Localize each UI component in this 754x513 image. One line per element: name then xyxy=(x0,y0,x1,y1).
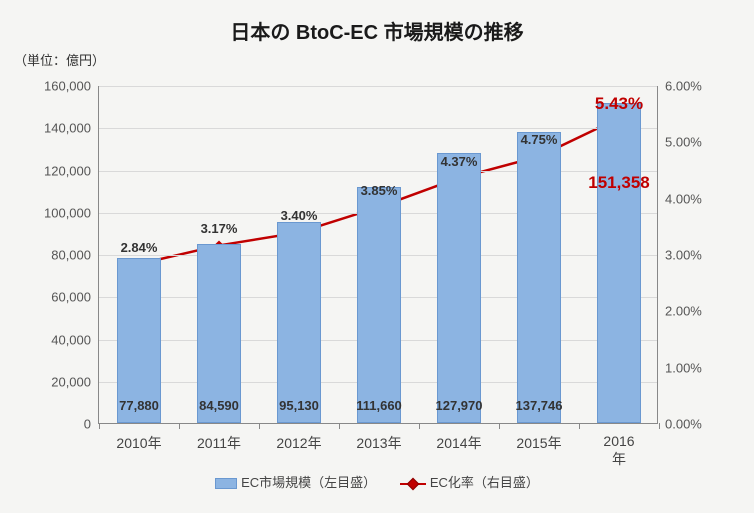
y-left-label: 140,000 xyxy=(44,121,91,136)
y-left-label: 0 xyxy=(84,417,91,432)
x-label: 2015年 xyxy=(516,433,561,453)
x-tick xyxy=(99,423,100,429)
y-left-label: 160,000 xyxy=(44,79,91,94)
x-tick xyxy=(259,423,260,429)
line-value-label: 3.17% xyxy=(201,221,238,236)
bar-swatch-icon xyxy=(215,478,237,489)
legend-bar: EC市場規模（左目盛） xyxy=(215,472,376,491)
x-tick xyxy=(179,423,180,429)
gridline xyxy=(99,86,657,87)
bar-value-label: 111,660 xyxy=(356,398,402,413)
bar-value-label: 127,970 xyxy=(436,398,483,413)
y-left-label: 120,000 xyxy=(44,163,91,178)
line-swatch-icon xyxy=(400,483,426,485)
bar xyxy=(437,153,482,423)
bar-value-label: 151,358 xyxy=(588,173,649,193)
x-label: 2012年 xyxy=(276,433,321,453)
y-left-label: 40,000 xyxy=(51,332,91,347)
x-label: 2016年 xyxy=(600,433,638,469)
y-right-label: 0.00% xyxy=(665,417,702,432)
x-label: 2011年 xyxy=(197,433,241,453)
x-tick xyxy=(419,423,420,429)
y-right-label: 4.00% xyxy=(665,191,702,206)
bar-value-label: 84,590 xyxy=(199,398,239,413)
unit-label: （単位：億円） xyxy=(14,50,105,69)
y-left-label: 20,000 xyxy=(51,374,91,389)
legend-line: EC化率（右目盛） xyxy=(400,472,539,491)
bar-value-label: 137,746 xyxy=(516,398,563,413)
bar xyxy=(357,187,402,423)
line-value-label: 4.37% xyxy=(441,154,478,169)
y-right-label: 3.00% xyxy=(665,248,702,263)
chart-container: 日本の BtoC-EC 市場規模の推移 （単位：億円） 020,00040,00… xyxy=(0,0,754,513)
legend: EC市場規模（左目盛） EC化率（右目盛） xyxy=(0,472,754,491)
x-tick xyxy=(659,423,660,429)
x-tick xyxy=(499,423,500,429)
y-right-label: 2.00% xyxy=(665,304,702,319)
bar xyxy=(197,244,242,423)
x-label: 2010年 xyxy=(116,433,161,453)
x-tick xyxy=(339,423,340,429)
bar xyxy=(517,132,562,423)
x-label: 2013年 xyxy=(356,433,401,453)
y-right-label: 1.00% xyxy=(665,360,702,375)
line-value-label: 3.40% xyxy=(281,208,318,223)
y-left-label: 100,000 xyxy=(44,205,91,220)
y-left-label: 80,000 xyxy=(51,248,91,263)
line-value-label: 3.85% xyxy=(361,183,398,198)
y-right-label: 6.00% xyxy=(665,79,702,94)
plot-area: 020,00040,00060,00080,000100,000120,0001… xyxy=(98,86,658,424)
bar xyxy=(277,222,322,423)
bar-value-label: 95,130 xyxy=(279,398,319,413)
chart-title: 日本の BtoC-EC 市場規模の推移 xyxy=(0,16,754,45)
y-right-label: 5.00% xyxy=(665,135,702,150)
line-value-label: 4.75% xyxy=(521,132,558,147)
x-tick xyxy=(579,423,580,429)
gridline xyxy=(99,128,657,129)
y-left-label: 60,000 xyxy=(51,290,91,305)
bar xyxy=(597,103,642,423)
x-label: 2014年 xyxy=(436,433,481,453)
gridline xyxy=(99,171,657,172)
line-value-label: 5.43% xyxy=(595,94,643,114)
line-value-label: 2.84% xyxy=(121,240,158,255)
bar-value-label: 77,880 xyxy=(119,398,159,413)
